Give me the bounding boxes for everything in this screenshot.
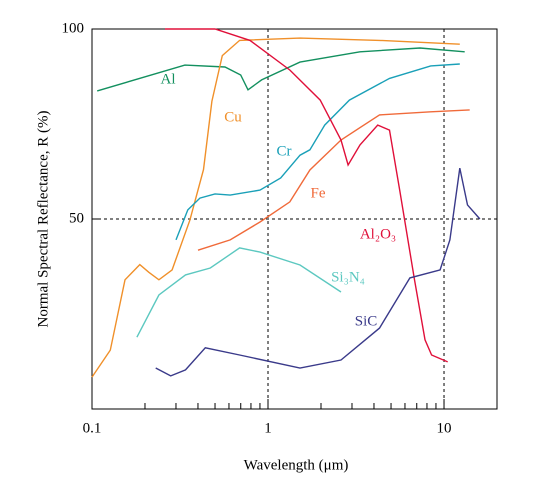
series-label: Si₃N₄ [331,269,365,285]
series-line [91,37,460,378]
x-tick-label: 0.1 [83,420,102,436]
series-line [165,28,448,363]
series-label: SiC [355,313,378,329]
series-line [97,47,465,92]
series-label: Fe [311,185,326,201]
x-axis-label: Wavelength (μm) [244,457,349,473]
series-label: Cr [277,143,292,159]
series-line [175,63,460,241]
series-line [197,109,470,251]
x-tick-label: 1 [264,420,272,436]
y-tick-label: 100 [62,20,85,36]
x-tick-label: 10 [437,420,452,436]
y-tick-label: 50 [69,210,84,226]
series-line [136,247,342,338]
y-axis-label: Normal Spectral Reflectance, R (%) [35,111,51,328]
series-line [155,167,481,377]
series-label: Al₂O₃ [360,226,396,242]
series-label: Al [161,71,176,87]
series-label: Cu [224,109,242,125]
